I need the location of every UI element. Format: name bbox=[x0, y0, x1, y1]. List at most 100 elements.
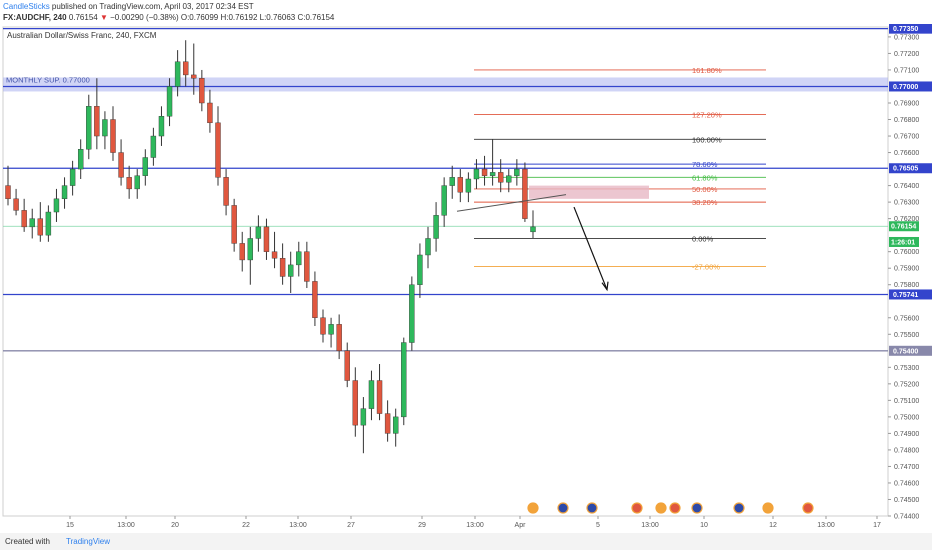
candle-body bbox=[497, 172, 504, 183]
candle-body bbox=[166, 86, 173, 117]
calendar-event-icon bbox=[655, 502, 667, 514]
y-tick-label: 0.74400 bbox=[894, 514, 919, 521]
y-tick-label: 0.75500 bbox=[894, 332, 919, 339]
candle-body bbox=[239, 243, 245, 261]
candle-body bbox=[441, 185, 447, 216]
candle-body bbox=[182, 61, 189, 76]
level-price-text: 0.76505 bbox=[893, 166, 918, 173]
y-tick-label: 0.76600 bbox=[894, 150, 919, 157]
calendar-event-icon bbox=[802, 502, 814, 514]
candle-body bbox=[376, 380, 383, 414]
candle-body bbox=[191, 74, 197, 79]
current-price-text: 1:26:01 bbox=[891, 239, 915, 246]
candle-body bbox=[433, 215, 439, 239]
y-tick-label: 0.75300 bbox=[894, 365, 919, 372]
y-tick-label: 0.74700 bbox=[894, 464, 919, 471]
publish-line: CandleSticks published on TradingView.co… bbox=[3, 2, 254, 12]
fib-level-label: 161.80% bbox=[692, 66, 722, 75]
tradingview-link[interactable]: TradingView bbox=[66, 537, 111, 546]
calendar-event-icon bbox=[762, 502, 774, 514]
candle-body bbox=[417, 254, 423, 285]
y-tick-label: 0.75100 bbox=[894, 398, 919, 405]
candle-body bbox=[514, 168, 520, 176]
candle-body bbox=[231, 205, 237, 244]
x-tick-label: 5 bbox=[596, 522, 600, 529]
monthly-support-label: MONTHLY SUP. 0.77000 bbox=[6, 75, 90, 84]
projection-arrow bbox=[573, 206, 608, 290]
close-value: C:0.76154 bbox=[297, 13, 335, 22]
y-tick-label: 0.77100 bbox=[894, 67, 919, 74]
x-tick-label: 22 bbox=[242, 522, 250, 529]
candle-body bbox=[61, 185, 68, 200]
y-tick-label: 0.76400 bbox=[894, 183, 919, 190]
x-tick-label: Apr bbox=[515, 522, 527, 529]
level-price-text: 0.75400 bbox=[893, 348, 918, 355]
candles bbox=[5, 40, 536, 454]
plot-frame bbox=[2, 26, 889, 517]
level-price-text: 0.77000 bbox=[893, 84, 918, 91]
candle-body bbox=[465, 178, 472, 193]
candle-body bbox=[271, 251, 278, 259]
y-tick-label: 0.76300 bbox=[894, 200, 919, 207]
x-tick-label: 29 bbox=[418, 522, 426, 529]
supply-zone-box bbox=[529, 185, 649, 199]
x-tick-label: 13:00 bbox=[289, 522, 307, 529]
level-price-tag bbox=[889, 345, 932, 356]
time-axis[interactable]: 15 13:00 20 22 13:00 27 29 13:00 Apr 5 13:00 10 12 13… bbox=[66, 516, 881, 529]
y-tick-label: 0.75200 bbox=[894, 381, 919, 388]
monthly-support-zone-lower bbox=[3, 86, 888, 92]
candle-body bbox=[102, 119, 108, 137]
candle-body bbox=[352, 380, 359, 426]
price-chart[interactable]: MONTHLY SUP. 0.77000 161.80%127.20%100.0… bbox=[0, 24, 932, 533]
candle-body bbox=[320, 317, 326, 335]
candle-body bbox=[174, 61, 181, 87]
y-tick-label: 0.75800 bbox=[894, 282, 919, 289]
level-price-tag bbox=[889, 289, 932, 300]
current-price-tag bbox=[889, 221, 919, 232]
author-link[interactable]: CandleSticks bbox=[3, 2, 50, 11]
fibonacci-drawing[interactable]: 161.80% 127.20% 100.00% 78.60% 61.80% 50.00% 3… bbox=[474, 66, 766, 272]
candle-body bbox=[449, 177, 455, 186]
candle-body bbox=[522, 168, 528, 219]
y-tick-label: 0.74500 bbox=[894, 497, 919, 504]
candle-body bbox=[215, 122, 221, 178]
level-price-text: 0.75741 bbox=[893, 292, 918, 299]
last-price: 0.76154 bbox=[68, 13, 98, 22]
candle-body bbox=[473, 168, 480, 180]
x-tick-label: 13:00 bbox=[817, 522, 835, 529]
high-value: H:0.76192 bbox=[220, 13, 258, 22]
fib-level-label: 78.60% bbox=[692, 160, 718, 169]
calendar-event-icon bbox=[631, 502, 643, 514]
low-value: L:0.76063 bbox=[259, 13, 296, 22]
candle-body bbox=[457, 177, 464, 193]
drawings[interactable] bbox=[456, 185, 649, 292]
x-tick-label: 13:00 bbox=[466, 522, 484, 529]
y-tick-label: 0.76800 bbox=[894, 117, 919, 124]
candle-body bbox=[401, 342, 407, 418]
candle-body bbox=[199, 78, 205, 104]
x-tick-label: 13:00 bbox=[117, 522, 135, 529]
candle-body bbox=[110, 119, 116, 153]
level-price-tag bbox=[889, 81, 932, 92]
level-price-text: 0.77350 bbox=[893, 26, 918, 33]
candle-body bbox=[368, 380, 375, 409]
candle-body bbox=[409, 284, 415, 343]
y-tick-label: 0.75000 bbox=[894, 414, 919, 421]
y-tick-label: 0.77300 bbox=[894, 34, 919, 41]
y-tick-label: 0.76700 bbox=[894, 134, 919, 141]
candle-body bbox=[530, 226, 536, 233]
fib-level-label: 127.20% bbox=[692, 111, 722, 120]
horizontal-levels[interactable] bbox=[3, 28, 888, 352]
candle-body bbox=[247, 238, 254, 261]
fib-level-label: 50.00% bbox=[692, 185, 718, 194]
candle-body bbox=[489, 172, 496, 176]
grid bbox=[2, 26, 889, 517]
created-with: Created with bbox=[5, 537, 50, 546]
events[interactable] bbox=[527, 502, 814, 514]
chart-title: Australian Dollar/Swiss Franc, 240, FXCM bbox=[7, 31, 157, 40]
price-change: −0.00290 (−0.38%) bbox=[110, 13, 179, 22]
candle-body bbox=[207, 102, 213, 124]
price-axis[interactable]: 0.77300 0.77200 0.77100 0.76900 0.76800 0.767… bbox=[888, 24, 932, 521]
publish-info: published on TradingView.com, April 03, … bbox=[51, 2, 254, 11]
chart-header: CandleSticks published on TradingView.co… bbox=[0, 0, 932, 24]
